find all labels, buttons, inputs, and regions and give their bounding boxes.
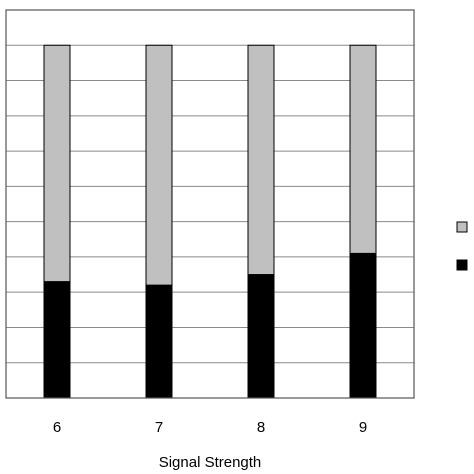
- legend-swatch: [456, 221, 468, 233]
- plot-background: [6, 10, 414, 398]
- legend-swatch: [456, 259, 468, 271]
- bar-segment-series-1-8: [247, 274, 275, 399]
- plot-frame: [5, 9, 415, 399]
- x-tick-label: 8: [257, 419, 265, 436]
- bar-segment-series-2-7: [145, 44, 173, 286]
- x-tick-label: 9: [359, 419, 367, 436]
- bar-segment-series-1-7: [145, 284, 173, 399]
- x-tick-label: 7: [155, 419, 163, 436]
- bar-segment-series-2-9: [349, 44, 377, 254]
- bar-segment-series-1-6: [43, 281, 71, 399]
- bars: [43, 44, 377, 399]
- bar-segment-series-2-8: [247, 44, 275, 276]
- gridlines: [6, 44, 414, 364]
- bar-segment-series-2-6: [43, 44, 71, 283]
- legend: [456, 221, 468, 271]
- x-tick-label: 6: [53, 419, 61, 436]
- bar-segment-series-1-9: [349, 252, 377, 399]
- x-axis-title: Signal Strength: [159, 454, 262, 471]
- x-tick-labels: 6 7 8 9: [53, 419, 367, 436]
